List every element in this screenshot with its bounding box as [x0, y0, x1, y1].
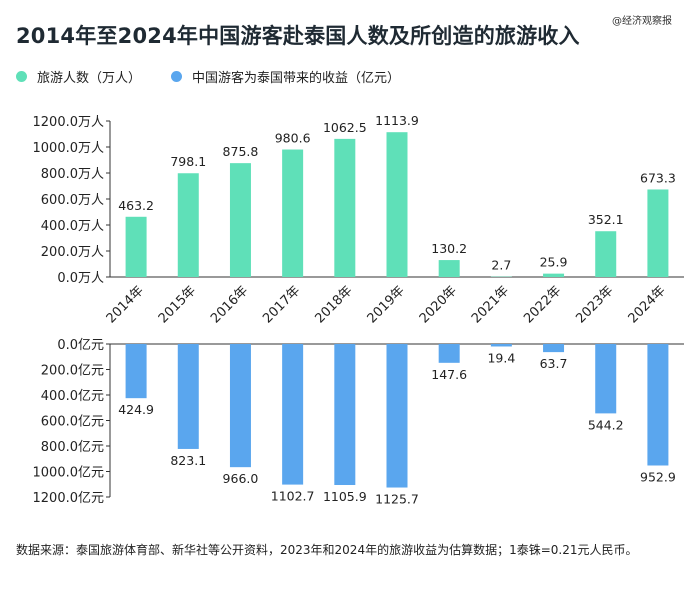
revenue-value-label: 823.1: [170, 453, 206, 468]
revenue-value-label: 63.7: [540, 356, 568, 371]
bottom-y-tick-label: 600.0亿元: [41, 415, 104, 430]
revenue-bar: [438, 344, 460, 363]
x-tick-label: 2018年: [312, 283, 355, 326]
x-tick-label: 2023年: [573, 283, 616, 326]
visitors-bar: [125, 216, 147, 277]
visitors-bar: [282, 149, 304, 277]
top-y-tick-label: 400.0万人: [41, 219, 104, 234]
revenue-value-label: 1125.7: [375, 492, 419, 507]
bar-chart: 0.0万人 200.0万人 400.0万人 600.0万人 800.0万人 1000.0万…: [33, 113, 684, 507]
x-tick-label: 2020年: [417, 283, 460, 326]
revenue-value-label: 1102.7: [271, 489, 315, 504]
bottom-y-tick-label: 400.0亿元: [41, 389, 104, 404]
visitors-value-label: 875.8: [223, 144, 259, 159]
revenue-value-label: 424.9: [118, 402, 154, 417]
bottom-y-tick-label: 800.0亿元: [41, 440, 104, 455]
legend-item-revenue: 中国游客为泰国带来的收益（亿元）: [171, 67, 400, 86]
x-tick-label: 2014年: [104, 283, 147, 326]
visitors-value-label: 25.9: [540, 255, 568, 270]
revenue-bar: [125, 344, 147, 399]
visitors-bar: [438, 260, 460, 277]
x-tick-label: 2024年: [626, 283, 669, 326]
visitors-value-label: 2.7: [491, 258, 511, 273]
top-y-tick-label: 200.0万人: [41, 245, 104, 260]
revenue-bar: [386, 344, 408, 488]
footnote: 数据来源：泰国旅游体育部、新华社等公开资料，2023年和2024年的旅游收益为估…: [16, 543, 638, 557]
x-tick-label: 2019年: [365, 283, 408, 326]
visitors-bar: [177, 173, 199, 277]
x-tick-label: 2021年: [469, 283, 512, 326]
bottom-y-tick-label: 1200.0亿元: [33, 491, 105, 506]
x-tick-label: 2015年: [156, 283, 199, 326]
revenue-value-label: 952.9: [640, 469, 676, 484]
revenue-bar: [543, 344, 565, 353]
revenue-bar: [282, 344, 304, 485]
visitors-value-label: 980.6: [275, 131, 311, 146]
revenue-value-label: 147.6: [431, 367, 467, 382]
revenue-bar: [490, 344, 512, 347]
legend-item-visitors: 旅游人数（万人）: [16, 67, 141, 86]
top-y-tick-label: 1200.0万人: [33, 115, 105, 130]
chart-title: 2014年至2024年中国游客赴泰国人数及所创造的旅游收入: [16, 24, 580, 48]
visitors-value-label: 798.1: [170, 154, 206, 169]
visitors-value-label: 352.1: [588, 212, 624, 227]
x-tick-label: 2016年: [208, 283, 251, 326]
visitors-value-label: 463.2: [118, 198, 154, 213]
revenue-bar: [334, 344, 356, 486]
top-y-tick-label: 1000.0万人: [33, 141, 105, 156]
top-y-tick-label: 0.0万人: [57, 271, 104, 286]
bottom-y-tick-label: 1000.0亿元: [33, 466, 105, 481]
visitors-value-label: 130.2: [431, 241, 467, 256]
revenue-bar: [177, 344, 199, 449]
revenue-bar: [595, 344, 617, 414]
revenue-bar: [229, 344, 251, 468]
bottom-y-tick-label: 200.0亿元: [41, 364, 104, 379]
legend-marker-visitors: [16, 71, 27, 82]
visitors-value-label: 673.3: [640, 170, 676, 185]
visitors-bar: [386, 132, 408, 277]
x-tick-label: 2017年: [260, 283, 303, 326]
visitors-value-label: 1062.5: [323, 120, 367, 135]
legend-label-revenue: 中国游客为泰国带来的收益（亿元）: [192, 71, 401, 86]
watermark: @经济观察报: [612, 16, 672, 27]
legend-marker-revenue: [171, 71, 183, 82]
top-y-tick-label: 800.0万人: [41, 167, 104, 182]
revenue-value-label: 19.4: [487, 350, 515, 365]
legend-label-visitors: 旅游人数（万人）: [37, 71, 142, 86]
bottom-y-tick-label: 0.0亿元: [57, 338, 104, 353]
visitors-bar: [543, 273, 565, 277]
visitors-bar: [334, 138, 356, 277]
legend: 旅游人数（万人） 中国游客为泰国带来的收益（亿元）: [16, 67, 430, 86]
revenue-value-label: 966.0: [223, 471, 259, 486]
visitors-bar: [647, 189, 669, 277]
visitors-bar: [595, 231, 617, 277]
top-y-tick-label: 600.0万人: [41, 193, 104, 208]
revenue-value-label: 544.2: [588, 417, 624, 432]
visitors-bar: [229, 163, 251, 277]
revenue-bar: [647, 344, 669, 466]
revenue-value-label: 1105.9: [323, 489, 367, 504]
visitors-value-label: 1113.9: [375, 113, 419, 128]
x-tick-label: 2022年: [521, 283, 564, 326]
